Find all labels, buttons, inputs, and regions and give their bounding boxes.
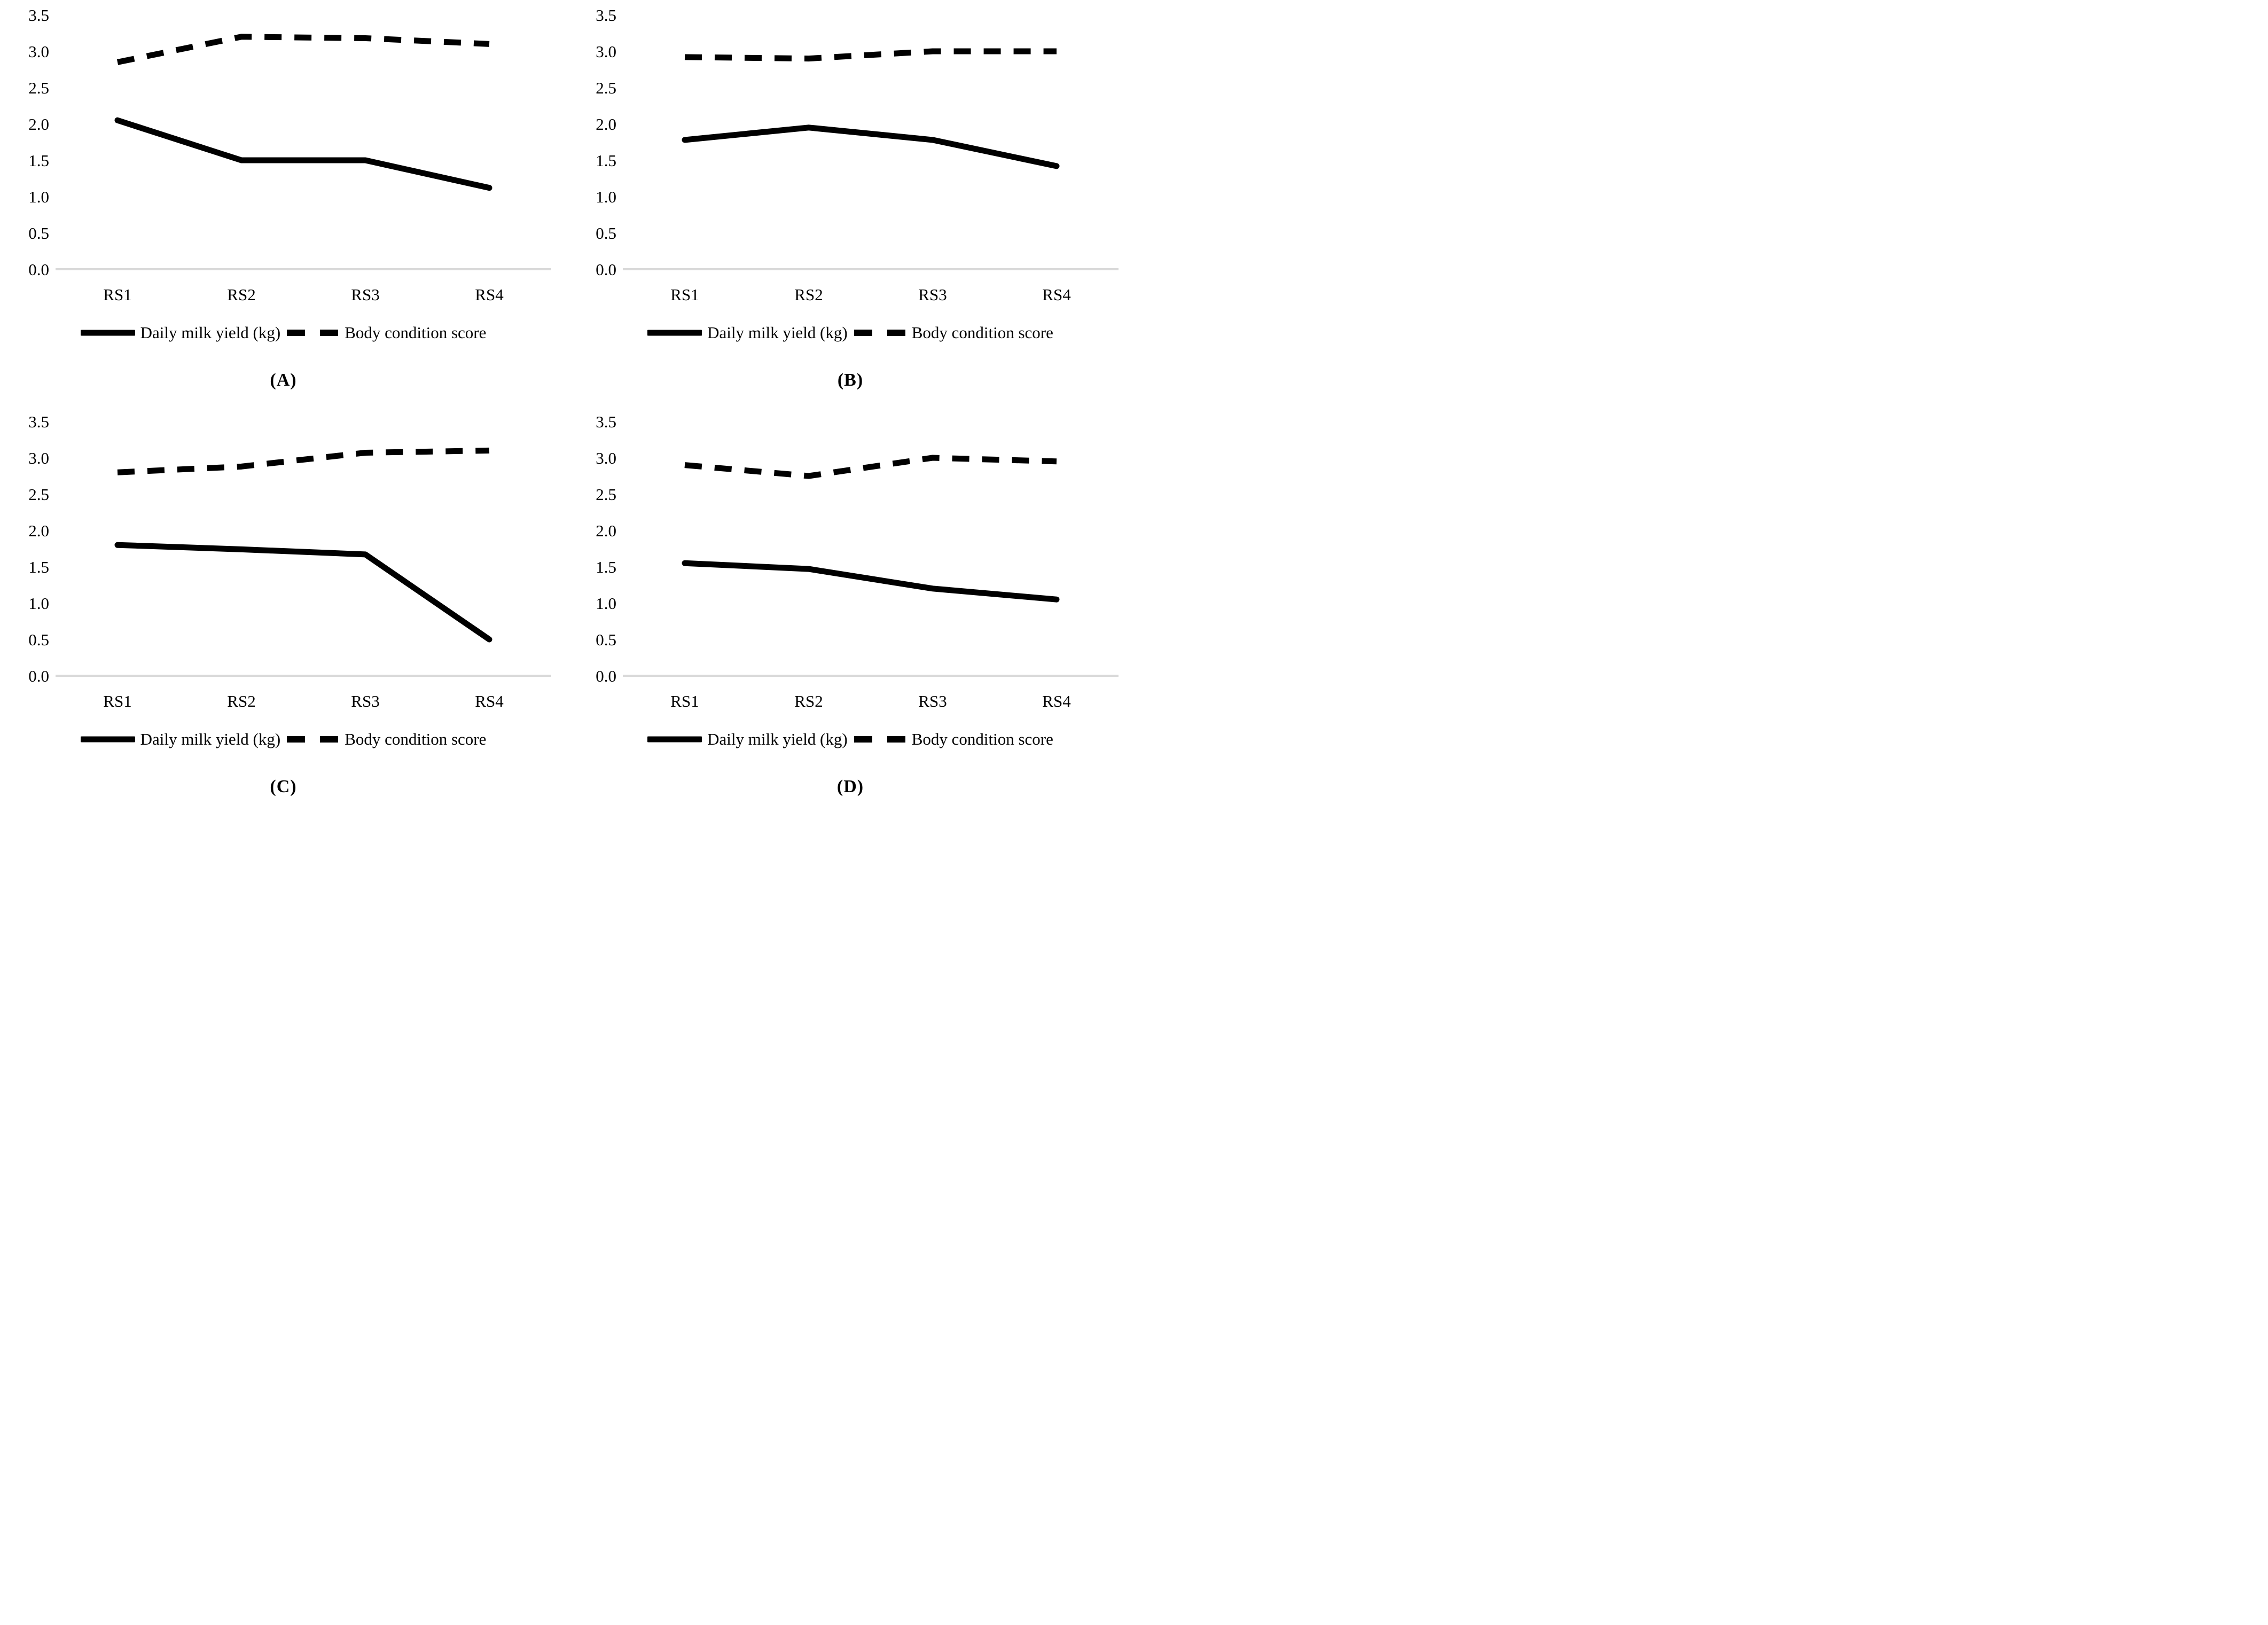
y-tick-label: 0.0: [596, 260, 616, 279]
solid-line-swatch-icon: [80, 736, 135, 742]
body-condition-score-line: [116, 34, 490, 65]
x-category-label: RS4: [475, 692, 504, 710]
legend-D: Daily milk yield (kg) Body condition sco…: [567, 730, 1134, 749]
dashed-line-swatch-icon: [854, 330, 905, 336]
solid-line-swatch-icon: [647, 736, 702, 742]
y-tick-label: 2.5: [28, 485, 49, 504]
panel-C: 0.0 0.5 1.0 1.5 2.0 2.5 3.0 3.5 RS1 RS2 RS3 RS4 Dai…: [0, 407, 567, 812]
x-category-label: RS1: [103, 692, 131, 710]
y-tick-label: 2.5: [596, 485, 616, 504]
y-tick-label: 2.0: [596, 115, 616, 134]
y-tick-label: 2.0: [28, 521, 49, 540]
legend-C: Daily milk yield (kg) Body condition sco…: [0, 730, 567, 749]
y-tick-label: 0.0: [596, 667, 616, 685]
x-category-label: RS2: [227, 285, 255, 304]
y-tick-label: 3.5: [28, 412, 49, 431]
y-tick-label: 3.5: [28, 6, 49, 25]
y-tick-label: 0.0: [28, 667, 49, 685]
body-condition-score-line: [684, 48, 1057, 62]
body-condition-score-line: [684, 455, 1057, 479]
x-category-label: RS2: [794, 285, 823, 304]
y-tick-label: 3.0: [596, 449, 616, 467]
panel-caption-D: (D): [836, 776, 864, 796]
x-category-label: RS2: [227, 692, 255, 710]
y-tick-label: 1.5: [596, 151, 616, 170]
x-category-label: RS1: [103, 285, 131, 304]
y-tick-label: 1.5: [596, 558, 616, 576]
legend-label-bcs: Body condition score: [911, 729, 1053, 748]
solid-line-swatch-icon: [80, 330, 135, 336]
y-tick-label: 3.5: [596, 412, 616, 431]
panel-caption-C: (C): [270, 776, 297, 796]
daily-milk-yield-line: [682, 124, 1059, 169]
legend-label-bcs: Body condition score: [345, 729, 487, 748]
daily-milk-yield-line: [682, 560, 1059, 603]
legend-label-bcs: Body condition score: [345, 323, 487, 342]
y-tick-label: 0.0: [28, 260, 49, 279]
y-tick-label: 1.5: [28, 151, 49, 170]
x-category-label: RS1: [670, 285, 699, 304]
y-tick-label: 2.5: [28, 79, 49, 97]
panel-A: 0.0 0.5 1.0 1.5 2.0 2.5 3.0 3.5 RS1 RS2 RS3 RS4 Dai…: [0, 0, 567, 406]
legend-label-milk: Daily milk yield (kg): [140, 729, 281, 748]
legend-label-milk: Daily milk yield (kg): [707, 729, 848, 748]
legend-A: Daily milk yield (kg) Body condition sco…: [0, 323, 567, 342]
four-panel-line-figure: 0.0 0.5 1.0 1.5 2.0 2.5 3.0 3.5 RS1 RS2 RS3 RS4 Dai…: [0, 0, 1134, 812]
y-tick-label: 2.0: [596, 521, 616, 540]
y-tick-label: 0.5: [28, 224, 49, 243]
solid-line-swatch-icon: [647, 330, 702, 336]
y-tick-label: 1.0: [596, 594, 616, 613]
y-tick-label: 1.0: [28, 188, 49, 206]
y-tick-label: 2.0: [28, 115, 49, 134]
y-tick-label: 1.0: [596, 188, 616, 206]
x-category-label: RS4: [1042, 692, 1071, 710]
x-category-label: RS1: [670, 692, 699, 710]
legend-label-bcs: Body condition score: [911, 323, 1053, 342]
x-category-label: RS3: [351, 285, 379, 304]
x-category-label: RS3: [918, 692, 947, 710]
legend-label-milk: Daily milk yield (kg): [707, 323, 848, 342]
chart-D: 0.0 0.5 1.0 1.5 2.0 2.5 3.0 3.5 RS1 RS2 RS3 RS4: [596, 412, 1119, 710]
x-category-label: RS4: [1042, 285, 1071, 304]
dashed-line-swatch-icon: [287, 736, 339, 743]
x-category-label: RS2: [794, 692, 823, 710]
y-tick-label: 0.5: [596, 630, 616, 649]
y-tick-label: 3.0: [596, 42, 616, 61]
legend-label-milk: Daily milk yield (kg): [140, 323, 281, 342]
daily-milk-yield-line: [114, 542, 492, 642]
chart-A: 0.0 0.5 1.0 1.5 2.0 2.5 3.0 3.5 RS1 RS2 RS3 RS4: [28, 6, 551, 304]
panel-caption-B: (B): [837, 370, 864, 390]
body-condition-score-line: [117, 447, 490, 475]
panel-B: 0.0 0.5 1.0 1.5 2.0 2.5 3.0 3.5 RS1 RS2 RS3 RS4 Dai…: [567, 0, 1134, 406]
y-tick-label: 0.5: [28, 630, 49, 649]
daily-milk-yield-line: [114, 117, 492, 191]
x-category-label: RS3: [351, 692, 379, 710]
panel-D: 0.0 0.5 1.0 1.5 2.0 2.5 3.0 3.5 RS1 RS2 RS3 RS4 Dai…: [567, 407, 1134, 812]
chart-B: 0.0 0.5 1.0 1.5 2.0 2.5 3.0 3.5 RS1 RS2 RS3 RS4: [596, 6, 1119, 304]
y-tick-label: 3.0: [28, 42, 49, 61]
y-tick-label: 3.0: [28, 449, 49, 467]
y-tick-label: 1.0: [28, 594, 49, 613]
y-tick-label: 3.5: [596, 6, 616, 25]
x-category-label: RS3: [918, 285, 947, 304]
y-tick-label: 1.5: [28, 558, 49, 576]
chart-C: 0.0 0.5 1.0 1.5 2.0 2.5 3.0 3.5 RS1 RS2 RS3 RS4: [28, 412, 551, 710]
legend-B: Daily milk yield (kg) Body condition sco…: [567, 323, 1134, 342]
y-tick-label: 0.5: [596, 224, 616, 243]
dashed-line-swatch-icon: [287, 330, 339, 336]
dashed-line-swatch-icon: [854, 736, 905, 743]
x-category-label: RS4: [475, 285, 504, 304]
panel-caption-A: (A): [270, 370, 297, 390]
y-tick-label: 2.5: [596, 79, 616, 97]
